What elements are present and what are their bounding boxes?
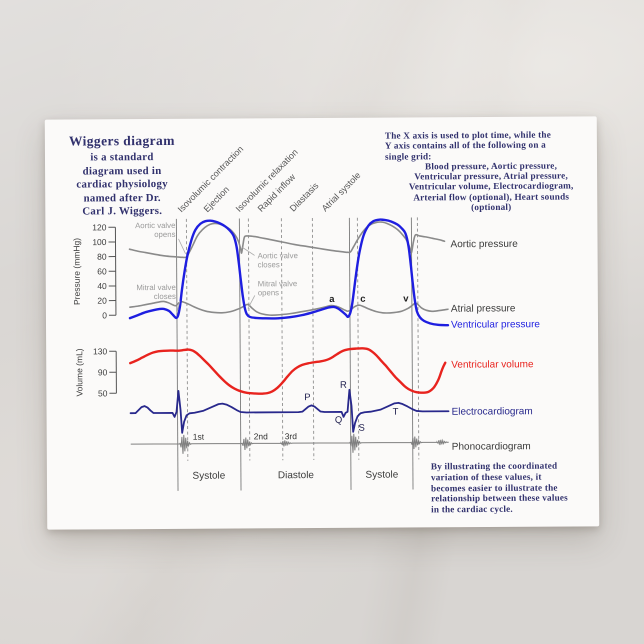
cycle-boundary-line	[175, 218, 179, 491]
curve-legend-label: Aortic pressure	[450, 239, 518, 250]
phase-label: Diastasis	[288, 180, 321, 213]
axis-tick-label: 80	[97, 252, 107, 262]
axis-tick-label: 100	[92, 237, 107, 247]
ecg-wave-label: P	[304, 392, 310, 403]
pressure-axis-title: Pressure (mmHg)	[71, 238, 81, 305]
heart-sound-label: 3rd	[285, 431, 298, 441]
phase-boundary-line	[280, 218, 284, 461]
wiggers-chart: 120 100 80 60 40 20 0 Pressure (mmHg) 130 90 50 Vol…	[71, 144, 540, 491]
title-block: Wiggers diagram is a standard diagram us…	[49, 133, 196, 220]
valve-annotation: closes	[258, 260, 280, 269]
cardiac-phase-region-label: Diastole	[278, 470, 315, 481]
phonocardiogram-trace	[130, 433, 449, 454]
ventricular-pressure-curve	[128, 218, 450, 327]
title-subline: Carl J. Wiggers.	[82, 205, 163, 218]
axis-tick-label: 120	[92, 222, 107, 232]
curve-legend-label: Atrial pressure	[451, 303, 516, 314]
atrial-wave-label: a	[329, 294, 335, 305]
curve-legend-label: Ventricular volume	[451, 359, 534, 371]
ecg-wave-label: S	[358, 423, 364, 434]
postcard: 120 100 80 60 40 20 0 Pressure (mmHg) 130 90 50 Vol…	[44, 116, 600, 530]
atrial-wave-label: v	[403, 293, 409, 304]
axis-tick-label: 50	[98, 388, 108, 398]
annotation-pointer-line	[176, 300, 181, 313]
title-subline: diagram used in	[82, 164, 162, 178]
cycle-boundary-line	[410, 217, 414, 490]
cardiac-phase-region-label: Systole	[193, 471, 226, 482]
curve-legend-label: Electrocardiogram	[452, 406, 533, 417]
ecg-wave-label: T	[393, 407, 399, 418]
axis-tick-label: 60	[97, 266, 107, 276]
phase-boundary-line	[416, 217, 420, 460]
valve-annotation: Aortic valve	[135, 221, 175, 230]
ecg-wave-label: R	[340, 380, 347, 391]
page-title: Wiggers diagram	[68, 132, 175, 149]
annotation-pointer-line	[242, 247, 255, 256]
summary-block: By illustrating the coordinated variatio…	[431, 460, 607, 515]
heart-sound-label: 2nd	[254, 431, 269, 441]
valve-annotation: opens	[154, 230, 175, 239]
text-line: in the cardiac cycle.	[431, 504, 513, 515]
title-subline: is a standard	[90, 151, 154, 164]
axis-explanation-block: The X axis is used to plot time, while t…	[385, 129, 597, 213]
axis-tick-label: 90	[98, 367, 108, 377]
cycle-boundary-line	[238, 218, 242, 491]
text-line: (optional)	[471, 201, 512, 213]
annotation-pointer-line	[247, 295, 256, 309]
ecg-wave-label: Q	[335, 415, 342, 426]
title-subline: cardiac physiology	[76, 178, 168, 191]
atrial-wave-label: c	[360, 294, 365, 305]
curve-legend-label: Phonocardiogram	[452, 441, 531, 452]
axis-tick-label: 40	[97, 281, 107, 291]
curve-legend-label: Ventricular pressure	[451, 319, 540, 331]
annotation-pointer-line	[178, 238, 186, 255]
valve-annotation: opens	[258, 288, 279, 297]
text-line: Arterial flow (optional), Heart sounds	[413, 191, 570, 203]
axis-tick-label: 0	[102, 310, 107, 320]
valve-annotation: closes	[154, 292, 176, 301]
phase-label: Atrial systole	[320, 170, 363, 213]
axis-tick-label: 20	[97, 296, 107, 306]
valve-annotation: Mitral valve	[258, 279, 297, 288]
cycle-boundary-line	[348, 217, 352, 490]
valve-annotation: Mitral valve	[136, 283, 175, 292]
phase-boundary-line	[311, 218, 315, 461]
title-subline: named after Dr.	[83, 191, 161, 205]
ecg-curve	[129, 388, 450, 434]
axis-tick-label: 130	[93, 346, 108, 356]
valve-annotation: Aortic valve	[258, 251, 298, 260]
heart-sound-label: 1st	[193, 432, 205, 442]
cardiac-phase-region-label: Systole	[365, 470, 398, 481]
volume-axis-title: Volume (mL)	[74, 348, 84, 396]
ventricular-volume-curve	[129, 347, 447, 395]
phase-boundary-line	[247, 218, 251, 461]
